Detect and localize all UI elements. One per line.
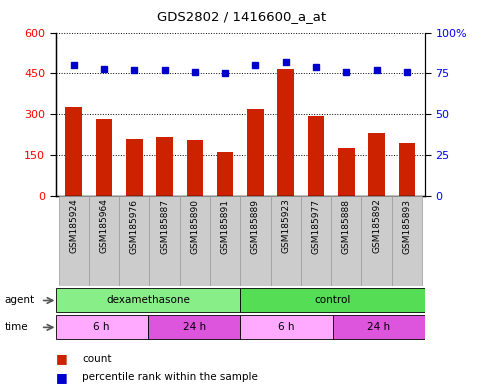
- Text: GSM185964: GSM185964: [99, 199, 109, 253]
- Bar: [241, 315, 333, 339]
- Bar: [270, 196, 301, 286]
- Text: percentile rank within the sample: percentile rank within the sample: [82, 372, 258, 382]
- Bar: [338, 148, 355, 196]
- Bar: [156, 137, 173, 196]
- Text: GSM185977: GSM185977: [312, 199, 321, 253]
- Text: 24 h: 24 h: [183, 322, 206, 333]
- Bar: [398, 143, 415, 196]
- Bar: [65, 108, 82, 196]
- Text: GSM185888: GSM185888: [342, 199, 351, 253]
- Text: GSM185923: GSM185923: [281, 199, 290, 253]
- Text: GSM185924: GSM185924: [69, 199, 78, 253]
- Text: GSM185889: GSM185889: [251, 199, 260, 253]
- Bar: [247, 109, 264, 196]
- Bar: [361, 196, 392, 286]
- Text: control: control: [314, 295, 351, 306]
- Bar: [217, 152, 233, 196]
- Bar: [126, 139, 142, 196]
- Bar: [301, 196, 331, 286]
- Text: ■: ■: [56, 353, 67, 366]
- Text: GDS2802 / 1416600_a_at: GDS2802 / 1416600_a_at: [157, 10, 326, 23]
- Bar: [368, 133, 385, 196]
- Text: agent: agent: [5, 295, 35, 306]
- Text: time: time: [5, 322, 28, 333]
- Bar: [186, 140, 203, 196]
- Bar: [96, 119, 113, 196]
- Bar: [180, 196, 210, 286]
- Bar: [331, 196, 361, 286]
- Bar: [89, 196, 119, 286]
- Bar: [58, 196, 89, 286]
- Text: GSM185890: GSM185890: [190, 199, 199, 253]
- Bar: [308, 116, 325, 196]
- Text: dexamethasone: dexamethasone: [106, 295, 190, 306]
- Text: GSM185891: GSM185891: [221, 199, 229, 253]
- Bar: [210, 196, 241, 286]
- Text: count: count: [82, 354, 112, 364]
- Bar: [333, 315, 425, 339]
- Text: ■: ■: [56, 371, 67, 384]
- Text: 24 h: 24 h: [367, 322, 390, 333]
- Text: 6 h: 6 h: [278, 322, 295, 333]
- Bar: [56, 315, 148, 339]
- Text: GSM185887: GSM185887: [160, 199, 169, 253]
- Text: GSM185892: GSM185892: [372, 199, 381, 253]
- Text: GSM185893: GSM185893: [402, 199, 412, 253]
- Bar: [119, 196, 149, 286]
- Bar: [149, 196, 180, 286]
- Bar: [148, 315, 241, 339]
- Bar: [241, 196, 270, 286]
- Text: 6 h: 6 h: [94, 322, 110, 333]
- Bar: [277, 70, 294, 196]
- Text: GSM185976: GSM185976: [130, 199, 139, 253]
- Bar: [392, 196, 422, 286]
- Bar: [241, 288, 425, 313]
- Bar: [56, 288, 241, 313]
